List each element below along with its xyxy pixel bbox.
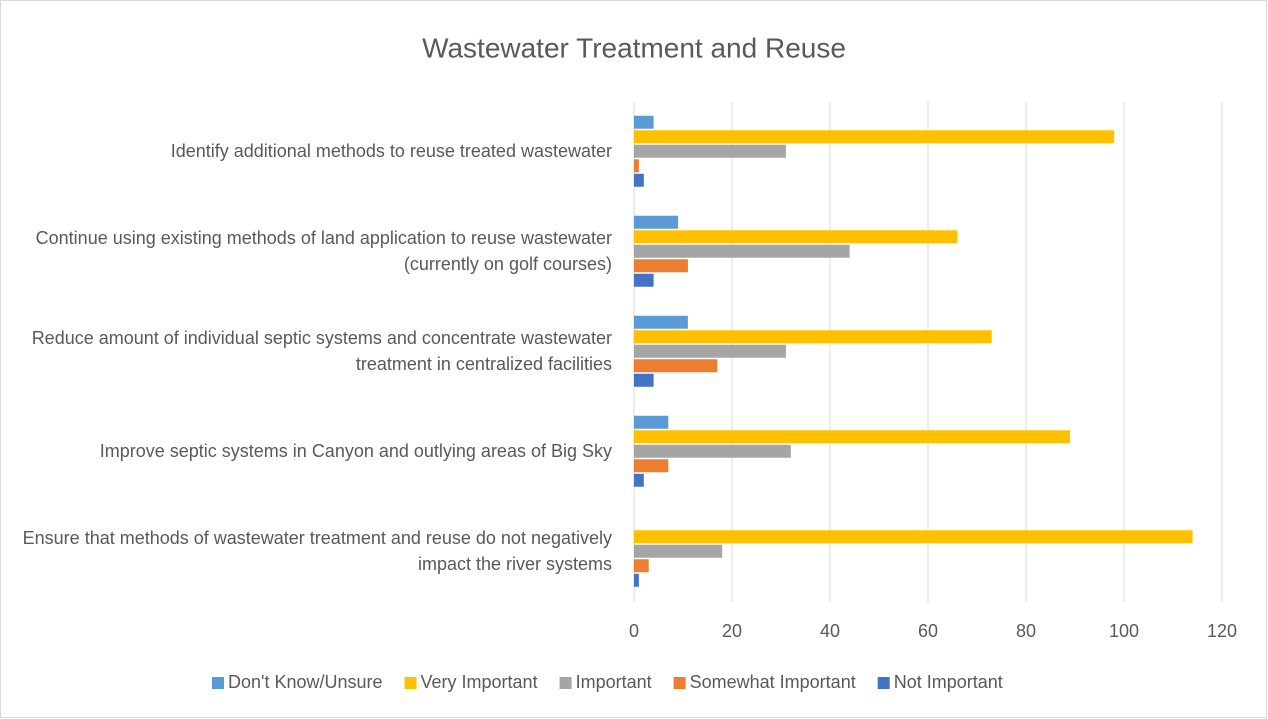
bar — [634, 159, 639, 173]
bar — [634, 444, 791, 458]
x-tick-label: 100 — [1109, 621, 1139, 641]
bar — [634, 273, 654, 287]
y-tick-label: Reduce amount of individual septic syste… — [32, 328, 612, 374]
x-tick-label: 80 — [1016, 621, 1036, 641]
legend-swatch — [559, 677, 572, 689]
bar — [634, 430, 1071, 444]
chart-title: Wastewater Treatment and Reuse — [422, 32, 846, 63]
legend-label: Not Important — [894, 672, 1003, 692]
x-tick-label: 20 — [722, 621, 742, 641]
y-tick-label: Continue using existing methods of land … — [36, 228, 612, 274]
legend-label: Somewhat Important — [690, 672, 856, 692]
bar — [634, 544, 723, 558]
y-tick-label: Identify additional methods to reuse tre… — [171, 141, 612, 161]
y-tick-label: Ensure that methods of wastewater treatm… — [23, 528, 612, 574]
bar — [634, 144, 786, 158]
bar — [634, 573, 639, 587]
bar — [634, 530, 1193, 544]
legend-swatch — [212, 677, 224, 689]
bar — [634, 115, 654, 129]
bar — [634, 373, 654, 387]
legend-swatch — [673, 677, 686, 689]
bar — [634, 415, 669, 429]
bar — [634, 330, 992, 344]
legend-label: Important — [576, 672, 652, 692]
legend-swatch — [877, 677, 890, 689]
bar — [634, 473, 644, 487]
x-tick-label: 60 — [918, 621, 938, 641]
y-tick-label: Improve septic systems in Canyon and out… — [100, 441, 612, 461]
bar — [634, 315, 688, 329]
bar — [634, 130, 1115, 144]
bar — [634, 459, 669, 473]
x-tick-label: 0 — [629, 621, 639, 641]
legend-swatch — [404, 677, 417, 689]
bar — [634, 173, 644, 187]
bar — [634, 359, 718, 373]
x-tick-label: 120 — [1207, 621, 1237, 641]
bar — [634, 230, 958, 244]
bar — [634, 559, 649, 573]
bar — [634, 259, 688, 273]
bar — [634, 215, 679, 229]
x-tick-label: 40 — [820, 621, 840, 641]
bar — [634, 244, 850, 258]
bar — [634, 344, 786, 358]
legend-label: Very Important — [421, 672, 538, 692]
legend-label: Don't Know/Unsure — [228, 672, 383, 692]
